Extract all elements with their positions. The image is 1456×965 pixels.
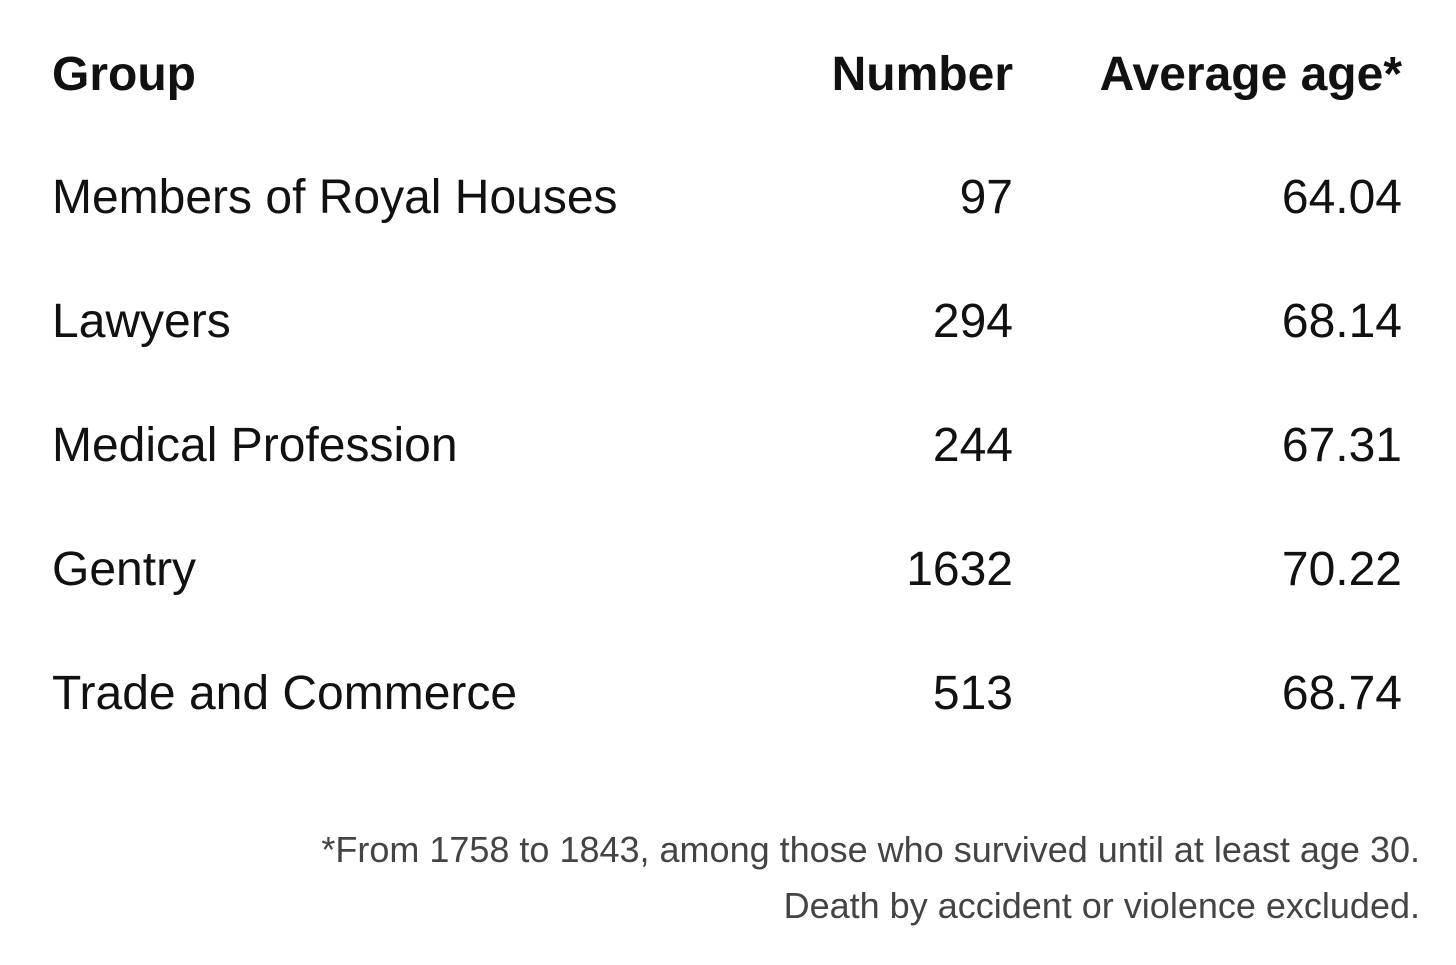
header-number: Number <box>831 48 1013 101</box>
cell-average-age: 64.04 <box>1281 171 1402 224</box>
cell-number: 97 <box>959 171 1013 224</box>
cell-group: Medical Profession <box>52 419 458 472</box>
cell-number: 244 <box>932 419 1013 472</box>
cell-number: 294 <box>932 295 1013 348</box>
cell-average-age: 68.74 <box>1281 667 1402 720</box>
cell-average-age: 67.31 <box>1281 419 1402 472</box>
header-group: Group <box>52 48 196 101</box>
cell-group: Trade and Commerce <box>52 667 518 720</box>
cell-average-age: 68.14 <box>1281 295 1402 348</box>
cell-number: 513 <box>932 667 1013 720</box>
cell-group: Gentry <box>52 543 197 596</box>
footnote-line: Death by accident or violence excluded. <box>783 885 1420 926</box>
footnote-line: *From 1758 to 1843, among those who surv… <box>321 829 1420 870</box>
cell-group: Members of Royal Houses <box>52 171 618 224</box>
header-average-age: Average age* <box>1099 48 1402 101</box>
cell-number: 1632 <box>906 543 1013 596</box>
cell-group: Lawyers <box>52 295 231 348</box>
cell-average-age: 70.22 <box>1281 543 1402 596</box>
